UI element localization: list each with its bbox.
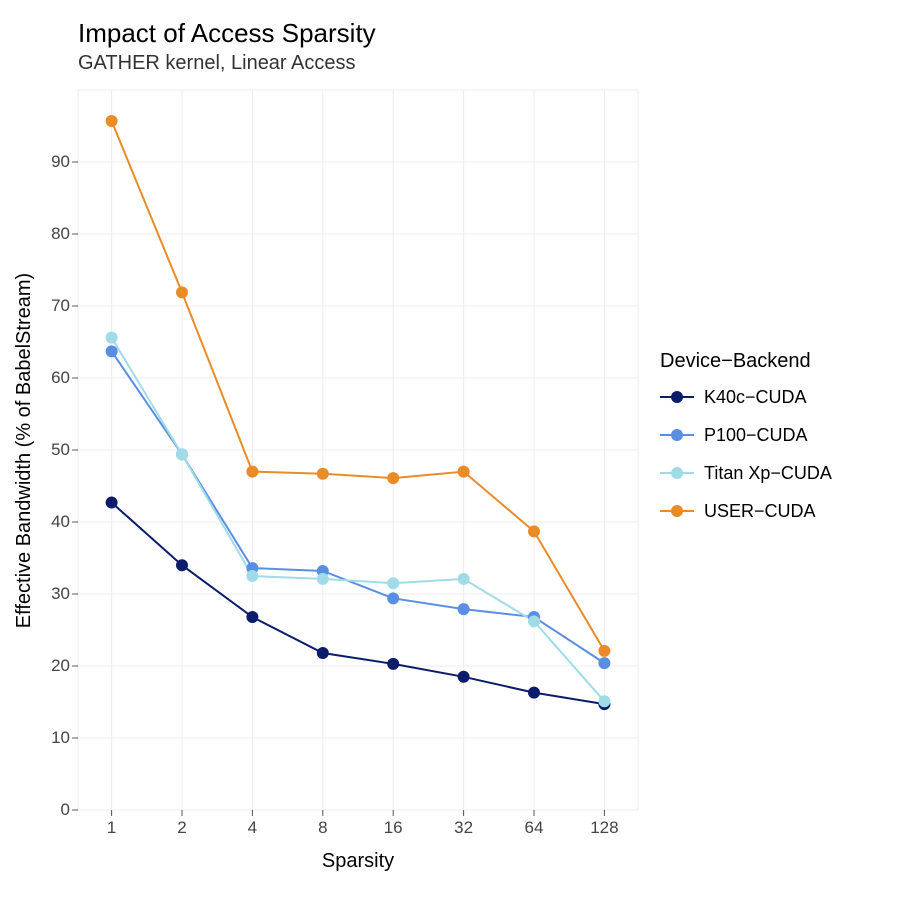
y-tick-label: 40 <box>30 512 70 532</box>
x-tick-label: 64 <box>525 818 544 838</box>
x-tick-label: 32 <box>454 818 473 838</box>
legend-swatch <box>660 423 694 447</box>
series-point <box>598 695 610 707</box>
legend-label: P100−CUDA <box>704 425 808 446</box>
legend-swatch <box>660 461 694 485</box>
series-point <box>246 611 258 623</box>
series-point <box>246 570 258 582</box>
x-tick-label: 1 <box>107 818 116 838</box>
legend-items: K40c−CUDA P100−CUDA Titan Xp−CUDA USER−CUDA <box>660 385 832 523</box>
series-point <box>106 497 118 509</box>
series-point <box>176 286 188 298</box>
legend-label: K40c−CUDA <box>704 387 807 408</box>
chart-subtitle: GATHER kernel, Linear Access <box>78 52 356 75</box>
series-point <box>106 115 118 127</box>
y-tick-label: 70 <box>30 296 70 316</box>
series-point <box>176 559 188 571</box>
legend-item: Titan Xp−CUDA <box>660 461 832 485</box>
x-tick-label: 128 <box>590 818 618 838</box>
x-tick-label: 2 <box>177 818 186 838</box>
series-point <box>528 615 540 627</box>
x-axis-title: Sparsity <box>78 850 638 873</box>
y-tick-label: 30 <box>30 584 70 604</box>
plot-area <box>78 90 638 810</box>
series-point <box>387 592 399 604</box>
legend-swatch <box>660 499 694 523</box>
chart-title: Impact of Access Sparsity <box>78 18 376 49</box>
y-tick-label: 90 <box>30 152 70 172</box>
series-point <box>317 468 329 480</box>
y-tick-label: 10 <box>30 728 70 748</box>
series-point <box>458 603 470 615</box>
series-point <box>387 658 399 670</box>
x-tick-label: 8 <box>318 818 327 838</box>
y-tick-label: 60 <box>30 368 70 388</box>
legend-item: USER−CUDA <box>660 499 832 523</box>
series-point <box>458 466 470 478</box>
series-point <box>317 573 329 585</box>
legend-label: Titan Xp−CUDA <box>704 463 832 484</box>
series-point <box>528 687 540 699</box>
legend-label: USER−CUDA <box>704 501 816 522</box>
series-point <box>317 647 329 659</box>
y-tick-label: 0 <box>30 800 70 820</box>
chart-container: Impact of Access Sparsity GATHER kernel,… <box>0 0 900 900</box>
y-tick-label: 50 <box>30 440 70 460</box>
legend: Device−Backend K40c−CUDA P100−CUDA Titan X… <box>660 350 832 537</box>
legend-item: K40c−CUDA <box>660 385 832 409</box>
series-point <box>598 645 610 657</box>
series-point <box>387 577 399 589</box>
y-tick-label: 80 <box>30 224 70 244</box>
y-tick-label: 20 <box>30 656 70 676</box>
series-line <box>112 338 605 702</box>
series-point <box>458 671 470 683</box>
series-point <box>176 448 188 460</box>
series-point <box>387 472 399 484</box>
series-point <box>106 332 118 344</box>
x-tick-label: 16 <box>384 818 403 838</box>
legend-item: P100−CUDA <box>660 423 832 447</box>
legend-title: Device−Backend <box>660 350 832 373</box>
series-point <box>246 466 258 478</box>
legend-swatch <box>660 385 694 409</box>
series-line <box>112 121 605 651</box>
x-tick-label: 4 <box>248 818 257 838</box>
series-point <box>528 525 540 537</box>
series-point <box>598 657 610 669</box>
series-point <box>458 573 470 585</box>
series-point <box>106 345 118 357</box>
